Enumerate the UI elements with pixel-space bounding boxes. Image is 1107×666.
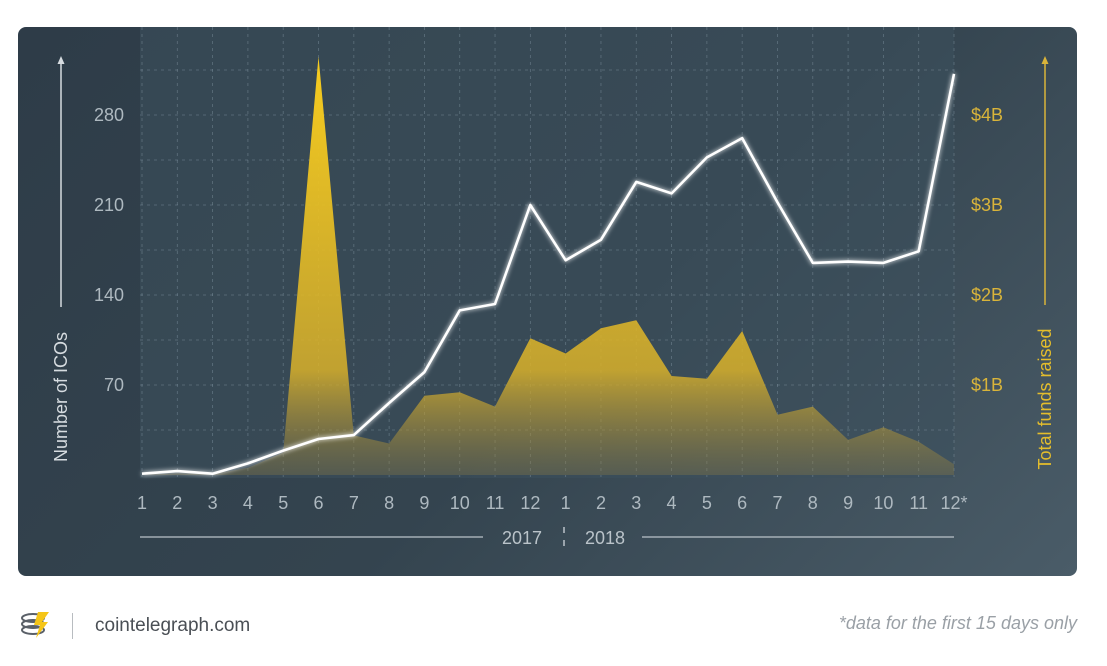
- x-tick-label: 10: [873, 493, 893, 513]
- left-tick-label: 210: [94, 195, 124, 215]
- x-tick-label: 11: [909, 493, 928, 513]
- ico-line-layer: [141, 73, 956, 476]
- left-tick-label: 280: [94, 105, 124, 125]
- x-tick-label: 10: [450, 493, 470, 513]
- year-rule: [140, 527, 954, 546]
- chart-card: 70 140 210 280 $1B $2B $3B $4B 1 2 3 4 5 6 7 8 9 10 11 12…: [18, 27, 1077, 576]
- x-tick-label: 9: [419, 493, 429, 513]
- funds-area-layer: [142, 56, 954, 475]
- cointelegraph-logo-icon: [18, 606, 54, 647]
- x-axis-ticks: 1 2 3 4 5 6 7 8 9 10 11 12 1 2 3 4 5 6 7 8 9 10 11 12*: [137, 493, 968, 513]
- left-axis-label: Number of ICOs: [51, 332, 71, 462]
- x-tick-label: 8: [808, 493, 818, 513]
- x-tick-label: 11: [486, 493, 505, 513]
- x-tick-label: 3: [631, 493, 641, 513]
- left-axis-arrow: [57, 56, 65, 307]
- grid: [140, 27, 955, 477]
- ico-count-line: [141, 73, 956, 476]
- right-axis-label: Total funds raised: [1035, 328, 1055, 469]
- funds-raised-area: [142, 56, 954, 475]
- x-tick-label: 2: [596, 493, 606, 513]
- x-tick-label: 12*: [940, 493, 967, 513]
- x-tick-label: 7: [772, 493, 782, 513]
- x-tick-label: 6: [314, 493, 324, 513]
- x-tick-label: 2: [172, 493, 182, 513]
- right-axis-arrow: [1041, 56, 1049, 305]
- x-tick-label: 4: [667, 493, 677, 513]
- right-tick-label: $1B: [971, 375, 1003, 395]
- year-label-2018: 2018: [585, 528, 625, 548]
- left-tick-label: 70: [104, 375, 124, 395]
- footer-divider: [72, 613, 73, 639]
- footer-brand: cointelegraph.com: [18, 606, 250, 646]
- x-tick-label: 1: [561, 493, 571, 513]
- x-tick-label: 9: [843, 493, 853, 513]
- right-axis-ticks: $1B $2B $3B $4B: [971, 105, 1003, 395]
- x-tick-label: 7: [349, 493, 359, 513]
- x-tick-label: 8: [384, 493, 394, 513]
- site-label[interactable]: cointelegraph.com: [95, 615, 251, 636]
- x-tick-label: 6: [737, 493, 747, 513]
- right-tick-label: $3B: [971, 195, 1003, 215]
- x-tick-label: 4: [243, 493, 253, 513]
- left-axis-ticks: 70 140 210 280: [94, 105, 124, 395]
- right-tick-label: $4B: [971, 105, 1003, 125]
- x-tick-label: 5: [702, 493, 712, 513]
- x-tick-label: 12: [520, 493, 540, 513]
- footnote: *data for the first 15 days only: [838, 613, 1077, 633]
- left-tick-label: 140: [94, 285, 124, 305]
- x-tick-label: 3: [208, 493, 218, 513]
- x-tick-label: 5: [278, 493, 288, 513]
- right-tick-label: $2B: [971, 285, 1003, 305]
- x-tick-label: 1: [137, 493, 147, 513]
- year-label-2017: 2017: [502, 528, 542, 548]
